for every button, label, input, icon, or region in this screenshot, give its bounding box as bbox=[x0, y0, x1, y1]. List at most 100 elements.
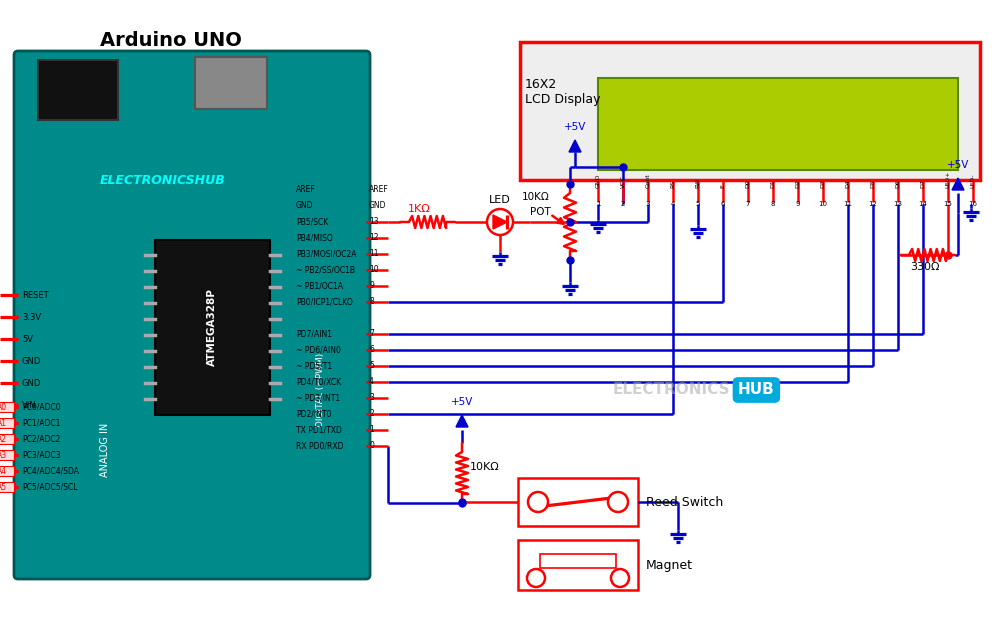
Text: VCC: VCC bbox=[620, 175, 626, 188]
Text: 12: 12 bbox=[869, 201, 877, 207]
Text: 3.3V: 3.3V bbox=[22, 312, 41, 322]
Text: 5: 5 bbox=[696, 201, 700, 207]
Text: RX PD0/RXD: RX PD0/RXD bbox=[296, 442, 344, 450]
Circle shape bbox=[611, 569, 629, 587]
Text: D0: D0 bbox=[746, 179, 750, 188]
Text: ANALOG IN: ANALOG IN bbox=[100, 423, 110, 477]
Text: A4: A4 bbox=[0, 466, 7, 476]
FancyBboxPatch shape bbox=[14, 51, 370, 579]
Text: PB5/SCK: PB5/SCK bbox=[296, 217, 328, 227]
Text: E: E bbox=[720, 184, 726, 188]
Text: 11: 11 bbox=[369, 250, 378, 258]
Text: D7: D7 bbox=[920, 179, 926, 188]
Circle shape bbox=[487, 209, 513, 235]
Text: LED: LED bbox=[489, 195, 511, 205]
Text: 3: 3 bbox=[646, 201, 650, 207]
Text: PB0/ICP1/CLKO: PB0/ICP1/CLKO bbox=[296, 297, 353, 307]
Polygon shape bbox=[493, 215, 507, 229]
Text: ~ PD3/INT1: ~ PD3/INT1 bbox=[296, 394, 340, 402]
Text: D6: D6 bbox=[896, 179, 900, 188]
Text: 13: 13 bbox=[369, 217, 379, 227]
Text: Magnet: Magnet bbox=[646, 558, 693, 571]
Text: RW: RW bbox=[696, 178, 700, 188]
Text: RS: RS bbox=[670, 180, 676, 188]
Text: LED-: LED- bbox=[970, 173, 976, 188]
Text: RESET: RESET bbox=[22, 291, 49, 299]
Text: 4: 4 bbox=[671, 201, 675, 207]
Bar bbox=[0, 466, 14, 476]
Bar bbox=[518, 540, 638, 590]
Bar bbox=[0, 418, 14, 428]
Text: D2: D2 bbox=[796, 179, 800, 188]
Bar bbox=[0, 482, 14, 492]
Text: AREF: AREF bbox=[296, 186, 316, 194]
Text: 6: 6 bbox=[369, 345, 374, 355]
Text: 10: 10 bbox=[369, 266, 379, 274]
Text: ELECTRONICSHUB: ELECTRONICSHUB bbox=[100, 173, 226, 186]
Text: D4: D4 bbox=[846, 179, 850, 188]
Text: GND: GND bbox=[22, 379, 41, 388]
Text: Arduino UNO: Arduino UNO bbox=[100, 30, 242, 50]
Text: 10KΩ: 10KΩ bbox=[522, 192, 550, 202]
Text: 9: 9 bbox=[796, 201, 800, 207]
Text: 7: 7 bbox=[369, 330, 374, 338]
Text: 7: 7 bbox=[746, 201, 750, 207]
Text: 10KΩ: 10KΩ bbox=[470, 462, 500, 472]
Text: DIGITAL (~PWM): DIGITAL (~PWM) bbox=[316, 353, 324, 427]
Text: 16: 16 bbox=[968, 201, 978, 207]
Text: 15: 15 bbox=[944, 201, 952, 207]
Text: ~ PD6/AIN0: ~ PD6/AIN0 bbox=[296, 345, 341, 355]
Polygon shape bbox=[569, 140, 581, 152]
Text: +5V: +5V bbox=[564, 122, 586, 132]
Text: PC2/ADC2: PC2/ADC2 bbox=[22, 435, 60, 443]
Text: 5V: 5V bbox=[22, 335, 33, 343]
Text: 13: 13 bbox=[894, 201, 902, 207]
Bar bbox=[540, 554, 616, 568]
Text: A1: A1 bbox=[0, 419, 7, 427]
Text: PC3/ADC3: PC3/ADC3 bbox=[22, 450, 61, 460]
Text: 1KΩ: 1KΩ bbox=[408, 204, 431, 214]
Polygon shape bbox=[952, 178, 964, 190]
Text: 1: 1 bbox=[596, 201, 600, 207]
Text: A3: A3 bbox=[0, 450, 7, 460]
Text: GND: GND bbox=[296, 201, 314, 211]
Text: ~ PD5/T1: ~ PD5/T1 bbox=[296, 361, 332, 371]
Text: LED+: LED+ bbox=[946, 171, 950, 188]
Bar bbox=[598, 78, 958, 170]
Text: +5V: +5V bbox=[947, 160, 969, 170]
Text: 14: 14 bbox=[919, 201, 927, 207]
Bar bbox=[155, 240, 270, 415]
Text: 4: 4 bbox=[369, 378, 374, 386]
Text: PC4/ADC4/SDA: PC4/ADC4/SDA bbox=[22, 466, 79, 476]
Text: ELECTRONICS: ELECTRONICS bbox=[612, 383, 730, 397]
Text: HUB: HUB bbox=[738, 383, 775, 397]
Text: PB4/MISO: PB4/MISO bbox=[296, 233, 333, 242]
Text: 2: 2 bbox=[369, 409, 374, 419]
Text: 12: 12 bbox=[369, 233, 378, 242]
Text: +5V: +5V bbox=[451, 397, 473, 407]
Text: Reed Switch: Reed Switch bbox=[646, 496, 723, 509]
Circle shape bbox=[527, 569, 545, 587]
Text: D1: D1 bbox=[770, 179, 776, 188]
Text: 0: 0 bbox=[369, 442, 374, 450]
Circle shape bbox=[528, 492, 548, 512]
Text: A0: A0 bbox=[0, 402, 7, 412]
Text: D5: D5 bbox=[870, 179, 876, 188]
Text: GND: GND bbox=[596, 173, 600, 188]
Text: PC0/ADC0: PC0/ADC0 bbox=[22, 402, 61, 412]
Text: 6: 6 bbox=[721, 201, 725, 207]
Text: VIN: VIN bbox=[22, 401, 37, 409]
Text: 10: 10 bbox=[818, 201, 828, 207]
Text: 3: 3 bbox=[369, 394, 374, 402]
Text: 330Ω: 330Ω bbox=[910, 262, 940, 272]
Text: PC1/ADC1: PC1/ADC1 bbox=[22, 419, 60, 427]
Text: 16X2
LCD Display: 16X2 LCD Display bbox=[525, 78, 600, 106]
Bar bbox=[520, 42, 980, 180]
Bar bbox=[0, 450, 14, 460]
Text: 5: 5 bbox=[369, 361, 374, 371]
Text: A2: A2 bbox=[0, 435, 7, 443]
Text: ~ PB1/OC1A: ~ PB1/OC1A bbox=[296, 281, 343, 291]
Text: AREF: AREF bbox=[369, 186, 389, 194]
Text: 2: 2 bbox=[621, 201, 625, 207]
Bar bbox=[0, 434, 14, 444]
